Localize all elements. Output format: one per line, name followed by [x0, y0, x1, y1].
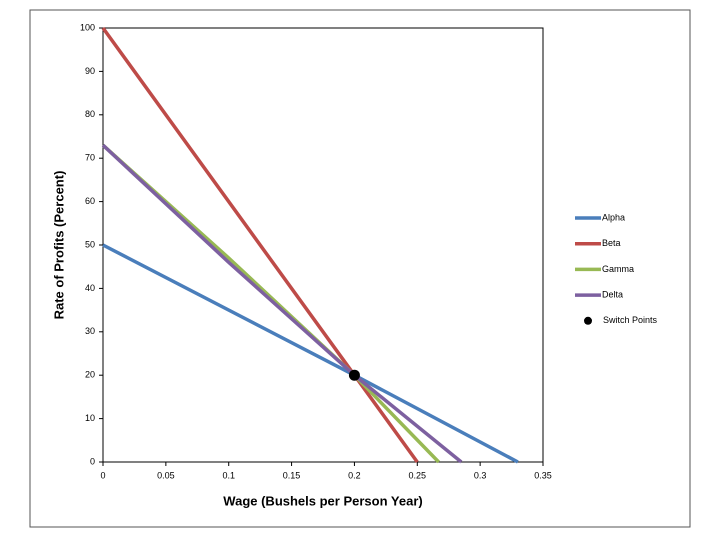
legend-marker: [584, 316, 592, 325]
y-tick-label: 70: [85, 153, 95, 163]
legend-label: Gamma: [602, 264, 634, 274]
x-tick-label: 0.35: [534, 470, 552, 480]
x-tick-label: 0.2: [348, 470, 361, 480]
y-tick-label: 90: [85, 66, 95, 76]
y-tick-label: 20: [85, 370, 95, 380]
y-tick-label: 60: [85, 196, 95, 206]
y-tick-label: 30: [85, 326, 95, 336]
switch-point: [348, 369, 360, 381]
y-axis-label: Rate of Profits (Percent): [51, 171, 66, 320]
y-tick-label: 100: [80, 22, 95, 32]
legend-label: Switch Points: [603, 315, 658, 325]
x-axis-label: Wage (Bushels per Person Year): [223, 493, 422, 508]
x-tick-label: 0.15: [283, 470, 301, 480]
x-tick-label: 0.1: [222, 470, 235, 480]
x-tick-label: 0: [100, 470, 105, 480]
y-tick-label: 80: [85, 109, 95, 119]
legend-label: Delta: [602, 289, 623, 299]
x-tick-label: 0.05: [157, 470, 175, 480]
y-tick-label: 10: [85, 413, 95, 423]
y-tick-label: 40: [85, 283, 95, 293]
legend-label: Beta: [602, 238, 621, 248]
legend-label: Alpha: [602, 212, 625, 222]
x-tick-label: 0.25: [409, 470, 427, 480]
y-tick-label: 0: [90, 456, 95, 466]
series-line: [101, 143, 463, 464]
y-tick-label: 50: [85, 239, 95, 249]
x-tick-label: 0.3: [474, 470, 487, 480]
